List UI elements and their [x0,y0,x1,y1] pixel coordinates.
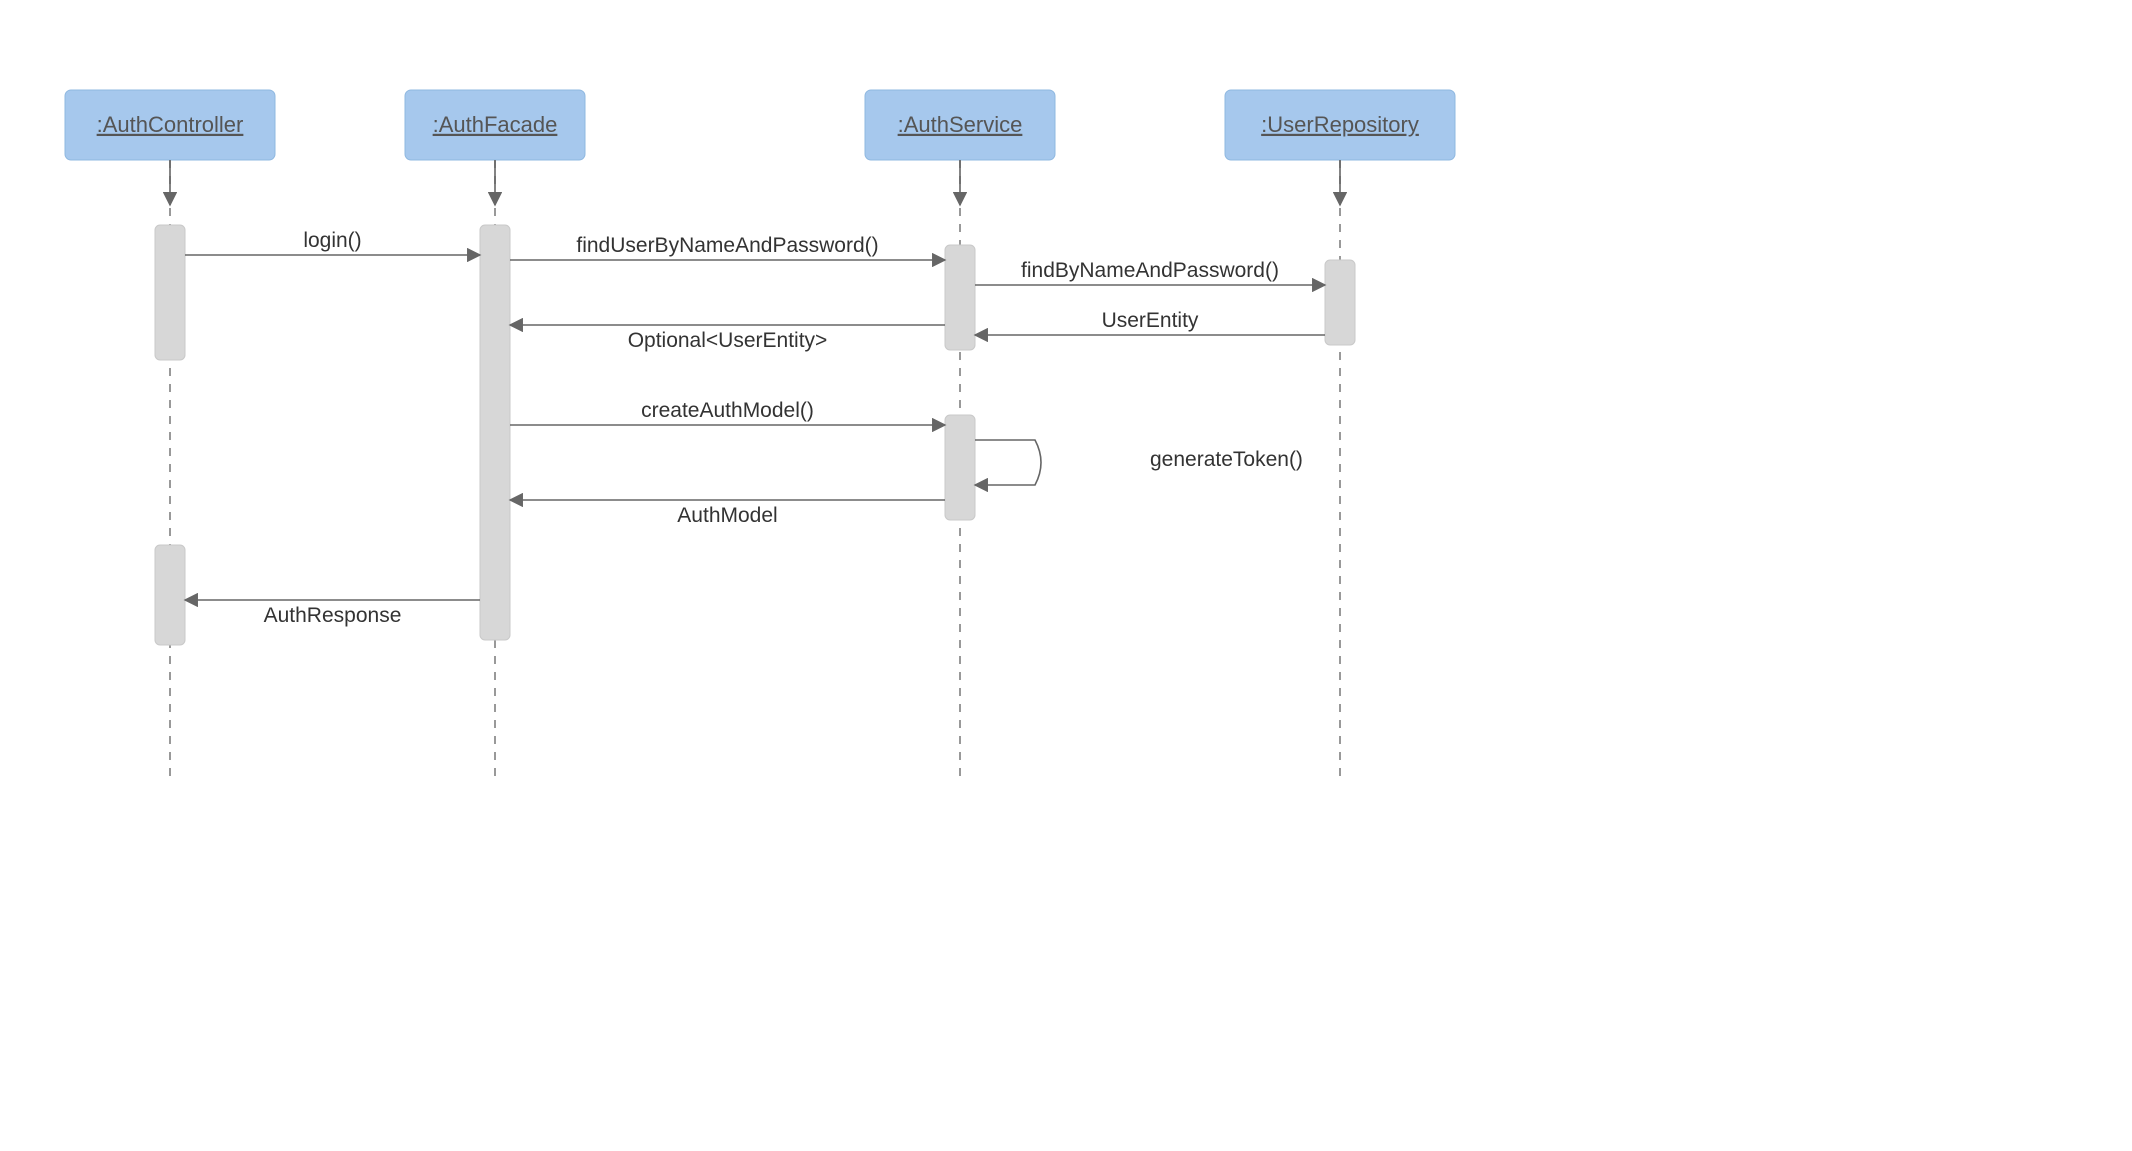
message-label: Optional<UserEntity> [628,329,828,352]
message-label: AuthModel [677,504,777,527]
activation-bar [155,225,185,360]
self-message-arrow [975,440,1041,485]
activation-bar [1325,260,1355,345]
message-label: createAuthModel() [641,399,814,422]
activation-bar [155,545,185,645]
lifeline-label: :AuthService [898,112,1023,137]
lifeline-label: :AuthFacade [433,112,558,137]
lifeline-label: :UserRepository [1261,112,1419,137]
activation-bar [480,225,510,640]
activation-bar [945,415,975,520]
message-label: UserEntity [1102,309,1199,332]
lifeline-label: :AuthController [97,112,244,137]
self-message-label: generateToken() [1150,448,1303,471]
message-label: findUserByNameAndPassword() [576,234,878,257]
activation-bar [945,245,975,350]
message-label: AuthResponse [264,604,402,627]
sequence-diagram: :AuthController :AuthFacade :AuthService :U… [0,0,1520,820]
message-label: findByNameAndPassword() [1021,259,1279,282]
message-label: login() [303,229,361,252]
